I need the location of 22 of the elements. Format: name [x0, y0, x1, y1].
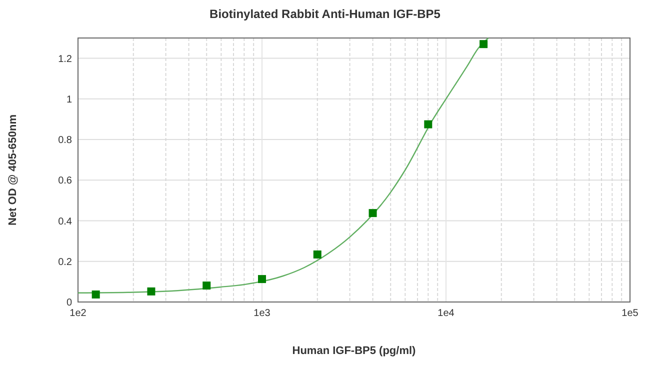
point — [147, 287, 156, 296]
y-tick-label: 1.2 — [58, 54, 72, 65]
y-tick-label: 0 — [66, 298, 72, 308]
chart-title: Biotinylated Rabbit Anti-Human IGF-BP5 — [210, 7, 441, 21]
y-tick-label: 0.8 — [58, 135, 72, 146]
point — [313, 250, 322, 258]
x-axis-title: Human IGF-BP5 (pg/ml) — [292, 345, 416, 357]
x-tick-label: 1e3 — [254, 308, 271, 319]
x-tick-label: 1e5 — [622, 308, 639, 319]
point — [92, 290, 100, 298]
y-tick-label: 0.4 — [58, 216, 72, 228]
y-axis-title: Net OD @ 405-650nm — [7, 114, 19, 226]
y-tick-label: 1 — [66, 94, 72, 106]
y-tick-label: 0.2 — [58, 256, 72, 268]
point — [202, 282, 211, 290]
point — [480, 40, 488, 48]
point — [258, 275, 266, 284]
point — [424, 120, 432, 128]
x-tick-label: 1e2 — [70, 308, 87, 319]
point — [368, 209, 377, 218]
x-tick-label: 1e4 — [438, 308, 455, 319]
y-tick-label: 0.6 — [58, 176, 72, 187]
